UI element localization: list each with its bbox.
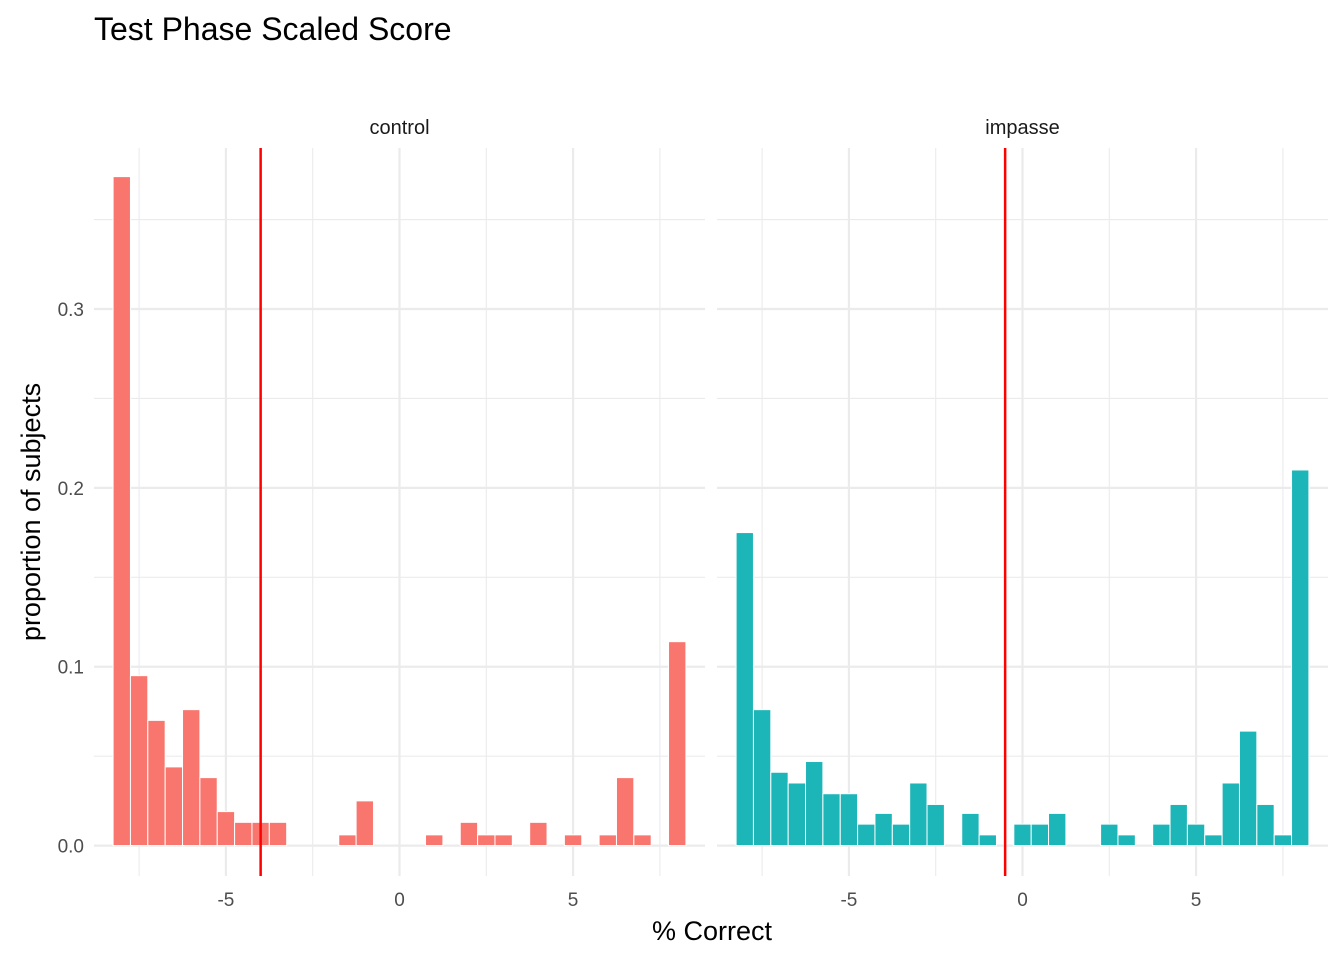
y-tick-label: 0.2 [58, 479, 84, 500]
x-axis-title: % Correct [652, 916, 773, 946]
grid-lines [94, 148, 705, 876]
facet-panels: control -5 0 5 impasse -5 0 5 0.0 0.1 0.2 0.3 [58, 117, 1328, 911]
bar [1221, 782, 1240, 847]
x-tick-label: 0 [394, 890, 405, 911]
bar [459, 821, 479, 847]
bar [1291, 469, 1310, 847]
bar [1204, 834, 1223, 847]
bar [494, 834, 513, 847]
bar [268, 821, 288, 847]
bar [1273, 834, 1293, 847]
bar [529, 821, 548, 847]
bar [112, 176, 131, 847]
y-tick-label: 0.1 [58, 658, 84, 679]
bar [147, 719, 166, 847]
x-tick-label: 5 [1191, 890, 1202, 911]
bar [805, 761, 824, 847]
x-tick-label: 0 [1017, 890, 1028, 911]
bar [615, 777, 635, 847]
bar [735, 532, 754, 847]
bar [857, 823, 876, 847]
bar [1152, 823, 1171, 847]
chart-title: Test Phase Scaled Score [94, 11, 452, 47]
bar [234, 821, 253, 847]
bar [1013, 823, 1032, 847]
bar [787, 782, 807, 847]
bar [961, 812, 980, 847]
bars-control [112, 176, 687, 847]
bar [216, 811, 236, 847]
bar [164, 766, 184, 847]
bar [355, 800, 374, 847]
bar [752, 709, 772, 847]
bar [425, 834, 444, 847]
bar [926, 803, 945, 847]
bar [338, 834, 357, 847]
bar [129, 675, 149, 847]
y-axis-title: proportion of subjects [16, 383, 46, 641]
bar [199, 777, 218, 847]
x-tick-label: 5 [568, 890, 579, 911]
bar [477, 834, 496, 847]
bar [978, 834, 997, 847]
bar [182, 709, 201, 847]
y-tick-label: 0.3 [58, 300, 84, 321]
y-tick-label: 0.0 [58, 837, 84, 858]
bar [563, 834, 583, 847]
bar [839, 793, 859, 847]
bar [598, 834, 617, 847]
bar [1117, 834, 1136, 847]
bar [1030, 823, 1050, 847]
bar [1256, 803, 1275, 847]
bar [1238, 730, 1258, 847]
bar [668, 641, 687, 847]
facet-panel-control: control -5 0 5 [94, 117, 705, 911]
bar [1186, 823, 1206, 847]
facet-panel-impasse: impasse -5 0 5 [717, 117, 1328, 911]
bar [891, 823, 911, 847]
bar [633, 834, 652, 847]
grid-lines [717, 148, 1328, 876]
bar [1169, 803, 1188, 847]
bar [1100, 823, 1119, 847]
x-tick-label: -5 [840, 890, 857, 911]
bar [822, 793, 841, 847]
bar [770, 771, 789, 847]
bars-impasse [735, 469, 1310, 847]
facet-label-impasse: impasse [985, 117, 1059, 139]
bar [909, 782, 928, 847]
x-tick-label: -5 [217, 890, 234, 911]
bar [874, 812, 893, 847]
bar [1048, 812, 1067, 847]
facet-label-control: control [369, 117, 429, 139]
